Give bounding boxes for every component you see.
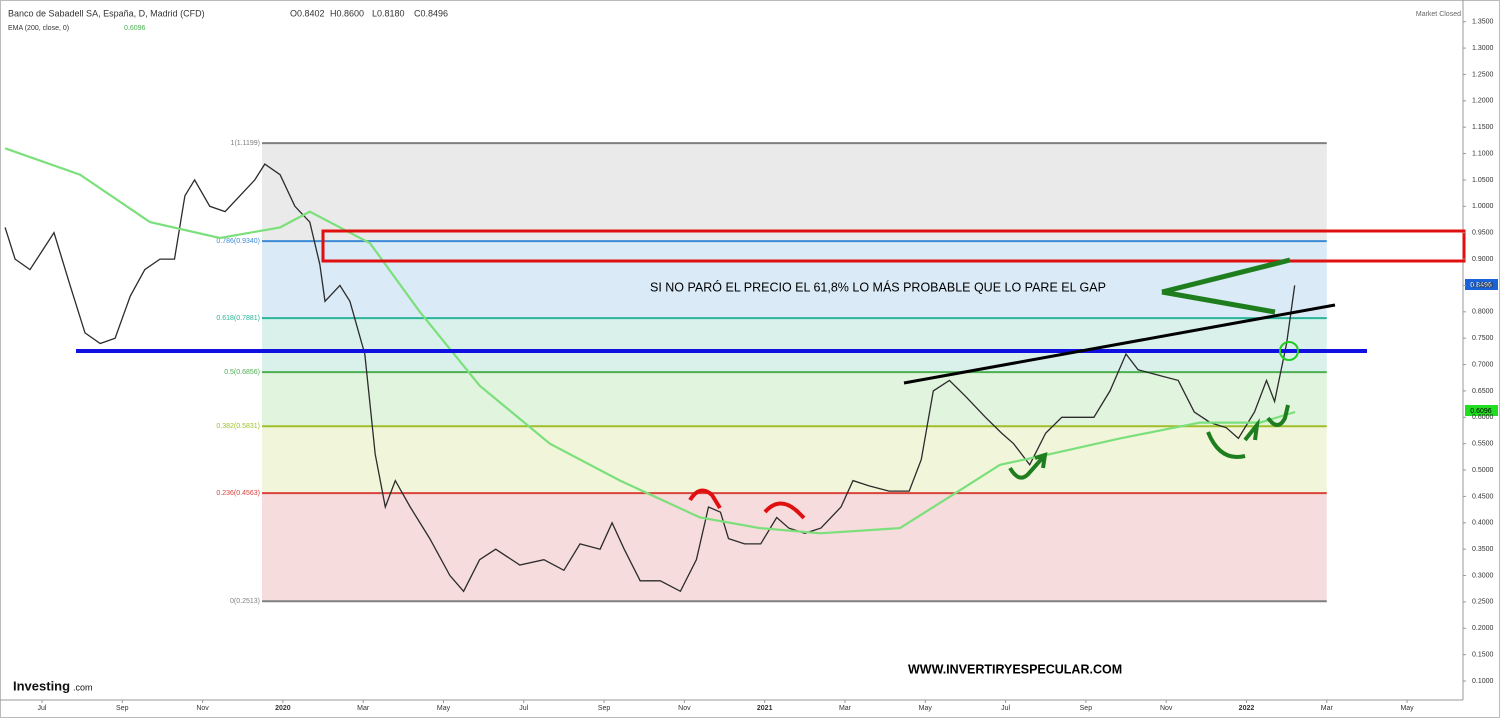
y-tick-label: 0.9000 xyxy=(1472,256,1494,263)
resistance-mark xyxy=(763,501,806,520)
market-status: Market Closed xyxy=(1416,11,1461,18)
y-tick-label: 0.1500 xyxy=(1472,651,1494,658)
x-tick-label: 2020 xyxy=(275,705,291,712)
x-tick-label: Sep xyxy=(598,705,611,712)
y-tick-label: 0.1000 xyxy=(1472,678,1494,685)
series-line xyxy=(4,163,1296,593)
y-tick-label: 1.2500 xyxy=(1472,71,1494,78)
indicator-name: EMA (200, close, 0) xyxy=(8,25,69,32)
gap-circle xyxy=(1279,341,1299,361)
website: WWW.INVERTIRYESPECULAR.COM xyxy=(908,662,1122,676)
ohlc-close: C0.8496 xyxy=(414,8,448,18)
brand-suffix: .com xyxy=(73,682,93,692)
y-tick-label: 1.1500 xyxy=(1472,124,1494,131)
x-tick-label: Nov xyxy=(196,705,209,712)
annotation: SI NO PARÓ EL PRECIO EL 61,8% LO MÁS PRO… xyxy=(650,279,1106,294)
y-tick-label: 1.3000 xyxy=(1472,45,1494,52)
ema-badge-text: 0.6096 xyxy=(1470,408,1492,415)
y-tick-label: 0.6500 xyxy=(1472,388,1494,395)
fib-label: 0.236(0.4563) xyxy=(216,490,260,497)
resistance-mark xyxy=(688,488,722,510)
indicator-value: 0.6096 xyxy=(124,25,146,32)
x-tick-label: May xyxy=(437,705,451,712)
fib-label: 0(0.2513) xyxy=(230,598,260,605)
arrows xyxy=(1161,257,1291,315)
bounce-mark xyxy=(1008,452,1048,480)
y-tick-label: 0.6000 xyxy=(1472,414,1494,421)
ema-badge xyxy=(1465,405,1498,416)
fib-band xyxy=(262,143,1327,242)
x-tick-label: Mar xyxy=(357,705,370,712)
fib-band xyxy=(262,241,1327,319)
y-tick-label: 0.9500 xyxy=(1472,230,1494,237)
gap-box xyxy=(321,229,1466,263)
y-tick-label: 0.4000 xyxy=(1472,520,1494,527)
price-badge xyxy=(1465,279,1498,290)
fib-label: 0.382(0.5831) xyxy=(216,423,260,430)
ohlc-low: L0.8180 xyxy=(372,8,405,18)
bounce-mark xyxy=(1206,418,1260,459)
y-tick-label: 0.4500 xyxy=(1472,493,1494,500)
x-tick-label: Jul xyxy=(519,705,528,712)
x-tick-label: Mar xyxy=(1321,705,1334,712)
y-tick-label: 1.3500 xyxy=(1472,19,1494,26)
fib-label: 0.618(0.7881) xyxy=(216,315,260,322)
x-tick-label: May xyxy=(1400,705,1414,712)
y-tick-label: 1.0500 xyxy=(1472,177,1494,184)
y-tick-label: 1.0000 xyxy=(1472,203,1494,210)
series-line xyxy=(4,147,1296,535)
y-tick-label: 0.7000 xyxy=(1472,361,1494,368)
fib-label: 0.786(0.9340) xyxy=(216,238,260,245)
x-tick-label: 2022 xyxy=(1239,705,1255,712)
ohlc-high: H0.8600 xyxy=(330,8,364,18)
x-tick-label: Sep xyxy=(116,705,129,712)
x-tick-label: Jul xyxy=(1001,705,1010,712)
ohlc-open: O0.8402 xyxy=(290,8,325,18)
fib-band xyxy=(262,372,1327,427)
fib-band xyxy=(262,318,1327,373)
y-tick-label: 0.2500 xyxy=(1472,599,1494,606)
x-tick-label: May xyxy=(919,705,933,712)
y-tick-label: 0.3000 xyxy=(1472,572,1494,579)
fib-label: 1(1.1199) xyxy=(231,140,260,147)
fib-band xyxy=(262,426,1327,494)
bounce-mark xyxy=(1266,404,1290,427)
x-tick-label: 2021 xyxy=(757,705,773,712)
x-tick-label: Nov xyxy=(678,705,691,712)
y-tick-label: 1.1000 xyxy=(1472,150,1494,157)
x-tick-label: Nov xyxy=(1160,705,1173,712)
x-tick-label: Jul xyxy=(38,705,47,712)
trend-line xyxy=(903,303,1336,385)
y-tick-label: 0.3500 xyxy=(1472,546,1494,553)
chart-title: Banco de Sabadell SA, España, D, Madrid … xyxy=(8,8,205,18)
y-tick-label: 1.2000 xyxy=(1472,98,1494,105)
y-tick-label: 0.2000 xyxy=(1472,625,1494,632)
x-tick-label: Sep xyxy=(1080,705,1093,712)
y-tick-label: 0.5500 xyxy=(1472,441,1494,448)
y-tick-label: 0.8000 xyxy=(1472,309,1494,316)
fib-label: 0.5(0.6856) xyxy=(224,369,260,376)
y-tick-label: 0.5000 xyxy=(1472,467,1494,474)
x-tick-label: Mar xyxy=(839,705,852,712)
plot-area: 1(1.1199) 0.786(0.9340) 0.618(0.7881) 0.5(0… xyxy=(4,140,1327,605)
y-tick-label: 0.7500 xyxy=(1472,335,1494,342)
price-badge-text: 0.8496 xyxy=(1470,282,1492,289)
y-tick-label: 0.8500 xyxy=(1472,282,1494,289)
brand: Investing xyxy=(13,678,70,693)
